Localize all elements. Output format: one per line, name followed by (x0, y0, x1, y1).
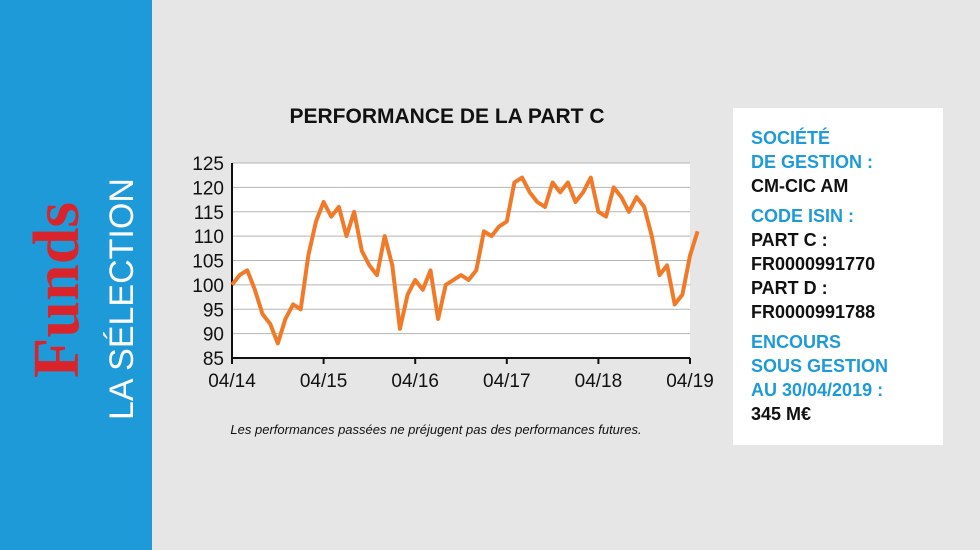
y-tick-label: 125 (192, 154, 224, 175)
info-section: ENCOURS SOUS GESTION AU 30/04/2019 : 345 M€ (751, 330, 943, 426)
x-tick-label: 04/16 (391, 371, 439, 392)
subtitle: LA SÉLECTION (103, 178, 141, 420)
info-label: SOUS GESTION (751, 356, 889, 376)
x-tick-label: 04/14 (208, 371, 256, 392)
y-tick-label: 110 (194, 227, 224, 248)
y-tick-label: 90 (203, 325, 224, 346)
sidebar-text: Funds LA SÉLECTION (20, 178, 141, 420)
info-label: CODE ISIN : (751, 206, 855, 226)
info-panel: SOCIÉTÉ DE GESTION : CM-CIC AM CODE ISIN : P… (733, 108, 943, 445)
performance-line (230, 175, 700, 346)
chart-title: PERFORMANCE DE LA PART C (290, 105, 605, 128)
chart-note: Les performances passées ne préjugent pa… (230, 422, 641, 437)
y-tick-label: 85 (203, 349, 224, 370)
chart: PERFORMANCE DE LA PART C Les performance… (192, 105, 714, 437)
x-tick-label: 04/15 (300, 371, 348, 392)
x-tick-label: 04/17 (483, 371, 531, 392)
info-value: PART D : (751, 278, 828, 298)
info-value: FR0000991788 (751, 302, 876, 322)
y-tick-label: 115 (194, 203, 224, 224)
info-value: 345 M€ (751, 404, 812, 424)
y-tick-label: 100 (192, 276, 224, 297)
y-tick-label: 105 (192, 252, 224, 273)
info-label: DE GESTION : (751, 152, 874, 172)
info-section: SOCIÉTÉ DE GESTION : CM-CIC AM (751, 126, 943, 198)
x-tick-label: 04/19 (666, 371, 714, 392)
x-tick-label: 04/18 (575, 371, 623, 392)
brand: Funds (20, 202, 93, 378)
info-label: ENCOURS (751, 332, 842, 352)
info-value: PART C : (751, 230, 828, 250)
info-label: SOCIÉTÉ (751, 128, 831, 148)
y-tick-label: 95 (203, 300, 224, 321)
y-tick-label: 120 (192, 178, 224, 199)
info-value: FR0000991770 (751, 254, 876, 274)
sidebar: Funds LA SÉLECTION (0, 0, 152, 550)
info-label: AU 30/04/2019 : (751, 380, 884, 400)
info-value: CM-CIC AM (751, 176, 849, 196)
info-section: CODE ISIN : PART C : FR0000991770 PART D : F… (751, 204, 943, 324)
